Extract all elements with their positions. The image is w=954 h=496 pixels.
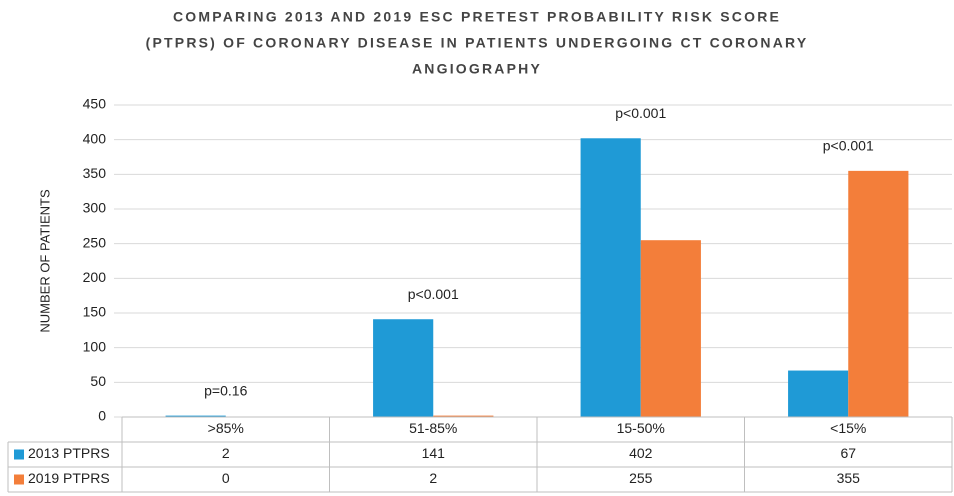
y-tick-label: 300 (83, 200, 107, 216)
x-tick-label: <15% (830, 420, 866, 436)
legend-label: 2019 PTPRS (28, 470, 110, 486)
bar (848, 170, 909, 417)
table-value: 402 (629, 445, 653, 461)
legend-swatch (14, 474, 24, 485)
y-tick-label: 400 (83, 130, 107, 146)
table-value: 355 (837, 470, 861, 486)
bar (580, 138, 641, 417)
table-value: 2 (429, 470, 437, 486)
annotation: p=0.16 (204, 382, 247, 398)
chart-title: COMPARING 2013 AND 2019 ESC PRETEST PROB… (173, 9, 781, 25)
chart-title: ANGIOGRAPHY (412, 61, 542, 77)
annotation: p<0.001 (615, 105, 666, 121)
table-value: 0 (222, 470, 230, 486)
y-tick-label: 50 (90, 373, 106, 389)
table-value: 141 (422, 445, 446, 461)
bar (433, 415, 494, 417)
annotation: p<0.001 (408, 286, 459, 302)
bar (640, 240, 701, 417)
bar (165, 415, 226, 417)
y-tick-label: 350 (83, 165, 107, 181)
chart-title: (PTPRS) OF CORONARY DISEASE IN PATIENTS … (146, 35, 809, 51)
table-value: 67 (840, 445, 856, 461)
legend-label: 2013 PTPRS (28, 445, 110, 461)
y-tick-label: 100 (83, 338, 107, 354)
y-tick-label: 150 (83, 304, 107, 320)
bar (373, 319, 434, 417)
legend-swatch (14, 449, 24, 460)
x-tick-label: 15-50% (617, 420, 665, 436)
x-tick-label: >85% (208, 420, 244, 436)
y-tick-label: 450 (83, 96, 107, 112)
table-value: 2 (222, 445, 230, 461)
y-tick-label: 0 (98, 408, 106, 424)
y-tick-label: 200 (83, 269, 107, 285)
y-tick-label: 250 (83, 234, 107, 250)
table-value: 255 (629, 470, 653, 486)
bar (788, 370, 849, 417)
x-tick-label: 51-85% (409, 420, 457, 436)
annotation: p<0.001 (823, 138, 874, 154)
y-axis-label: NUMBER OF PATIENTS (37, 189, 52, 333)
